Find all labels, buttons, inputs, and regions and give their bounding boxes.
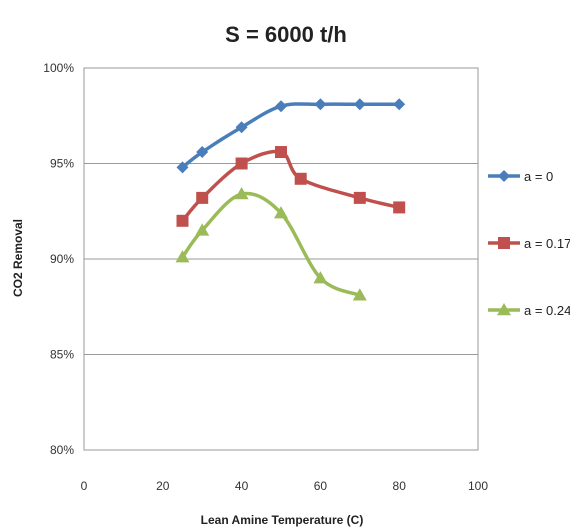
plot-area	[83, 67, 479, 451]
y-tick-label: 90%	[50, 252, 74, 266]
data-point	[196, 191, 209, 204]
data-point	[294, 172, 307, 185]
legend-marker	[498, 170, 510, 182]
x-axis-label: Lean Amine Temperature (C)	[201, 513, 364, 527]
data-point	[313, 271, 328, 284]
data-point	[275, 146, 287, 159]
y-tick-label: 85%	[50, 348, 74, 362]
data-point	[235, 121, 248, 134]
x-tick-label: 0	[81, 479, 88, 493]
series-line	[181, 191, 361, 297]
series-1	[176, 98, 406, 174]
y-axis-ticks: 80% 85% 90% 95% 100%	[43, 61, 74, 457]
legend-label: a = 0	[524, 169, 553, 184]
legend-item: a = 0.24	[488, 303, 570, 318]
y-tick-label: 100%	[43, 61, 74, 75]
data-point	[176, 214, 189, 227]
series-line	[181, 149, 400, 222]
data-point	[353, 191, 366, 204]
legend-item: a = 0.17	[488, 236, 570, 251]
data-point	[176, 161, 189, 174]
data-point	[393, 98, 406, 111]
data-point	[275, 100, 287, 113]
data-point	[235, 157, 248, 170]
y-tick-label: 95%	[50, 157, 74, 171]
data-point	[352, 288, 367, 301]
x-tick-label: 60	[314, 479, 328, 493]
series-line	[181, 102, 400, 169]
legend-label: a = 0.17	[524, 236, 570, 251]
series-3	[175, 187, 367, 301]
data-point	[314, 98, 327, 111]
x-tick-label: 80	[393, 479, 407, 493]
y-axis-label: CO2 Removal	[11, 219, 25, 297]
x-tick-label: 40	[235, 479, 249, 493]
series-2	[176, 146, 406, 227]
data-point	[196, 146, 209, 159]
legend-item: a = 0	[488, 169, 553, 184]
data-point	[234, 187, 249, 200]
gridlines	[84, 67, 478, 451]
series-layer	[175, 98, 406, 301]
y-tick-label: 80%	[50, 443, 74, 457]
data-point	[274, 206, 288, 219]
x-tick-label: 20	[156, 479, 170, 493]
chart-title: S = 6000 t/h	[225, 22, 347, 47]
legend-marker	[497, 303, 511, 316]
data-point	[195, 223, 210, 236]
legend-marker	[498, 237, 510, 249]
data-point	[393, 201, 406, 214]
x-axis-ticks: 0 20 40 60 80 100	[81, 479, 489, 493]
data-point	[353, 98, 366, 111]
legend-label: a = 0.24	[524, 303, 570, 318]
data-point	[175, 250, 190, 263]
x-tick-label: 100	[468, 479, 488, 493]
legend: a = 0 a = 0.17 a = 0.24	[488, 169, 570, 318]
